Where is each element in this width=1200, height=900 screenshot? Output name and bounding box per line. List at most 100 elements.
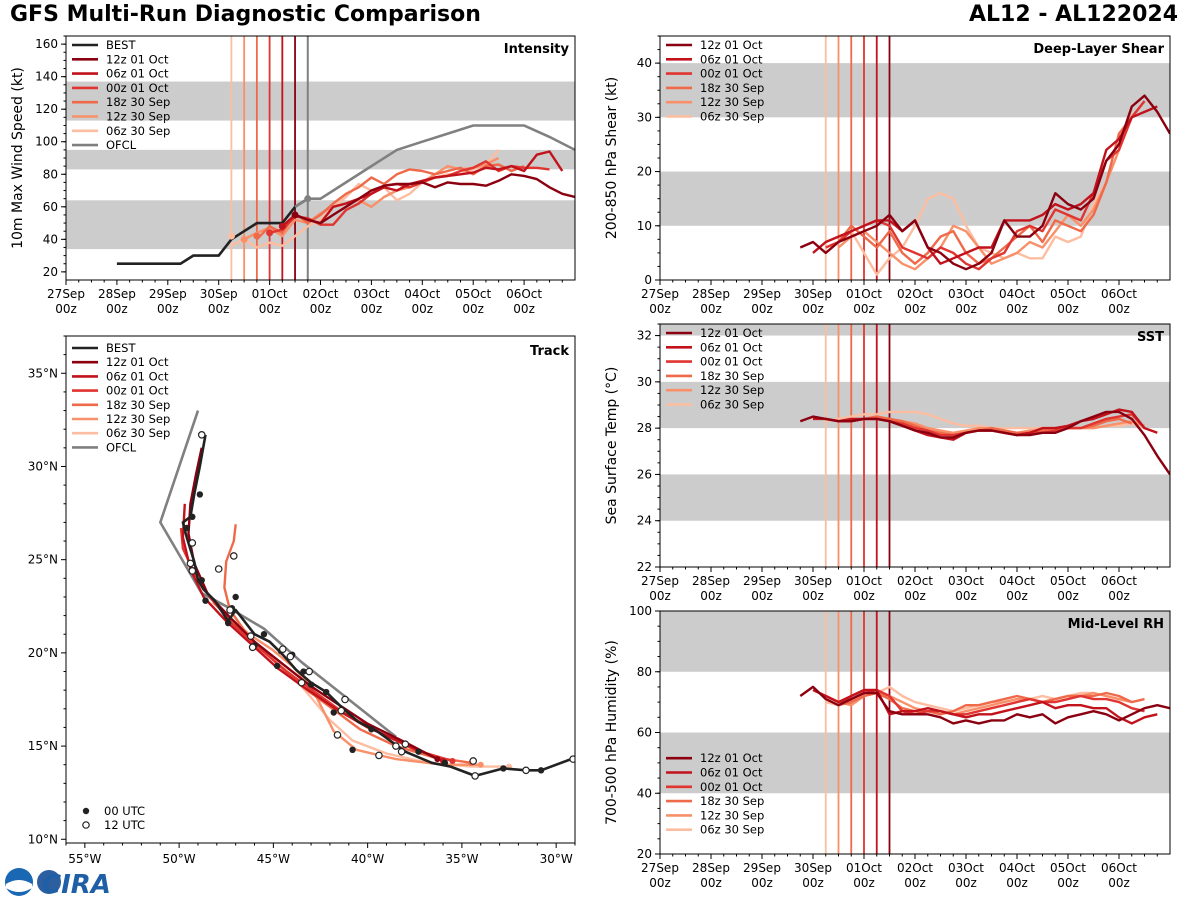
x-tick-label: 00z xyxy=(1057,589,1079,603)
x-tick-label: 30Sep xyxy=(200,287,238,301)
position-00utc-marker xyxy=(224,619,232,627)
x-tick-label: 00z xyxy=(1057,876,1079,890)
y-axis-label: 200-850 hPa Shear (kt) xyxy=(604,77,620,239)
position-12utc-marker xyxy=(246,632,255,640)
x-tick-label: 30Sep xyxy=(794,861,832,875)
legend-label: 06z 01 Oct xyxy=(700,340,763,354)
threshold-band xyxy=(660,171,1170,226)
legend-label: 12z 30 Sep xyxy=(106,110,170,124)
x-tick-label: 00z xyxy=(751,589,773,603)
plot-frame xyxy=(65,335,576,844)
series-line xyxy=(799,410,1170,476)
legend-label: 12z 01 Oct xyxy=(106,355,169,369)
x-tick-label: 03Oct xyxy=(948,574,984,588)
x-tick-label: 55°W xyxy=(68,852,101,866)
x-tick-label: 01Oct xyxy=(846,861,882,875)
x-tick-label: 00z xyxy=(649,302,671,316)
legend-label: 12 UTC xyxy=(104,818,145,832)
y-tick-label: 10°N xyxy=(28,832,58,846)
x-tick-label: 03Oct xyxy=(948,287,984,301)
cira-globe-icon xyxy=(37,870,61,894)
legend-label: 06z 01 Oct xyxy=(106,67,169,81)
y-tick-label: 20 xyxy=(637,165,652,179)
y-tick-label: 24 xyxy=(637,514,652,528)
legend-label: 18z 30 Sep xyxy=(106,95,170,109)
series-line xyxy=(799,94,1170,271)
position-00utc-marker xyxy=(183,524,190,532)
forecast-track-line xyxy=(181,503,444,763)
x-tick-label: 00z xyxy=(310,302,332,316)
x-tick-label: 00z xyxy=(802,876,824,890)
x-tick-label: 05Oct xyxy=(1050,574,1086,588)
y-tick-label: 32 xyxy=(637,329,652,343)
y-tick-label: 15°N xyxy=(28,739,58,753)
x-tick-label: 00z xyxy=(700,302,722,316)
legend-label: OFCL xyxy=(106,440,137,454)
plot-area xyxy=(660,611,1170,854)
x-tick-label: 00z xyxy=(700,876,722,890)
forecast-track-line xyxy=(212,601,481,766)
position-12utc-marker xyxy=(226,606,234,614)
series-line xyxy=(838,691,1145,716)
x-tick-label: 00z xyxy=(853,589,875,603)
series-line xyxy=(799,685,1170,725)
x-tick-label: 00z xyxy=(1006,876,1028,890)
position-00utc-marker xyxy=(368,726,375,733)
position-00utc-marker xyxy=(349,746,356,754)
track-panel: 10°N 15°N 20°N 25°N 30°N 35°N 55°W 50°W 45°W 40°W… xyxy=(28,335,576,866)
x-tick-label: 04Oct xyxy=(999,861,1035,875)
legend-label: 00 UTC xyxy=(104,804,145,818)
y-axis-label: Sea Surface Temp (°C) xyxy=(604,367,620,525)
x-tick-label: 00z xyxy=(904,589,926,603)
y-tick-label: 10 xyxy=(637,219,652,233)
forecast-track-line xyxy=(179,527,453,763)
x-tick-label: 00z xyxy=(802,589,824,603)
x-tick-label: 01Oct xyxy=(846,287,882,301)
y-tick-label: 80 xyxy=(637,665,652,679)
position-12utc-marker xyxy=(248,643,257,652)
position-12utc-marker xyxy=(375,751,383,760)
legend-label: 12z 30 Sep xyxy=(700,383,764,397)
legend-label: 06z 30 Sep xyxy=(700,398,764,412)
position-00utc-marker xyxy=(537,767,545,774)
x-tick-label: 30Sep xyxy=(794,574,832,588)
legend-label: 12z 01 Oct xyxy=(700,38,763,52)
init-point xyxy=(253,232,261,240)
y-tick-label: 40 xyxy=(637,56,652,70)
position-00utc-marker xyxy=(189,513,196,521)
plot-area xyxy=(66,36,575,280)
x-tick-label: 00z xyxy=(513,302,535,316)
x-tick-label: 35°W xyxy=(445,852,478,866)
legend-label: 12z 01 Oct xyxy=(700,751,763,765)
legend-label: 00z 01 Oct xyxy=(106,81,169,95)
x-tick-label: 00z xyxy=(904,876,926,890)
position-12utc-marker xyxy=(469,757,478,765)
x-tick-label: 04Oct xyxy=(404,287,440,301)
position-00utc-marker xyxy=(500,765,507,772)
position-12utc-marker xyxy=(186,559,195,568)
plot-area xyxy=(660,324,1170,567)
y-tick-label: 26 xyxy=(637,467,652,481)
legend-label: 00z 01 Oct xyxy=(106,384,169,398)
x-tick-label: 28Sep xyxy=(692,287,730,301)
y-tick-label: 25°N xyxy=(28,553,58,567)
position-12utc-marker xyxy=(337,706,346,715)
legend-label: 12z 30 Sep xyxy=(106,412,170,426)
position-00utc-marker xyxy=(415,748,422,755)
position-00utc-marker xyxy=(260,631,268,638)
position-12utc-marker xyxy=(188,567,197,575)
x-tick-label: 02Oct xyxy=(897,574,933,588)
x-tick-label: 00z xyxy=(1108,302,1130,316)
threshold-band xyxy=(660,732,1170,794)
forecast-track-line xyxy=(187,447,438,761)
x-tick-label: 00z xyxy=(1057,302,1079,316)
x-tick-label: 00z xyxy=(462,302,484,316)
threshold-band xyxy=(660,611,1170,672)
y-tick-label: 80 xyxy=(43,167,58,181)
x-tick-label: 06Oct xyxy=(506,287,542,301)
y-tick-label: 100 xyxy=(629,604,652,618)
page-title: GFS Multi-Run Diagnostic Comparison xyxy=(10,2,481,27)
x-tick-label: 45°W xyxy=(257,852,290,866)
y-tick-label: 60 xyxy=(637,726,652,740)
